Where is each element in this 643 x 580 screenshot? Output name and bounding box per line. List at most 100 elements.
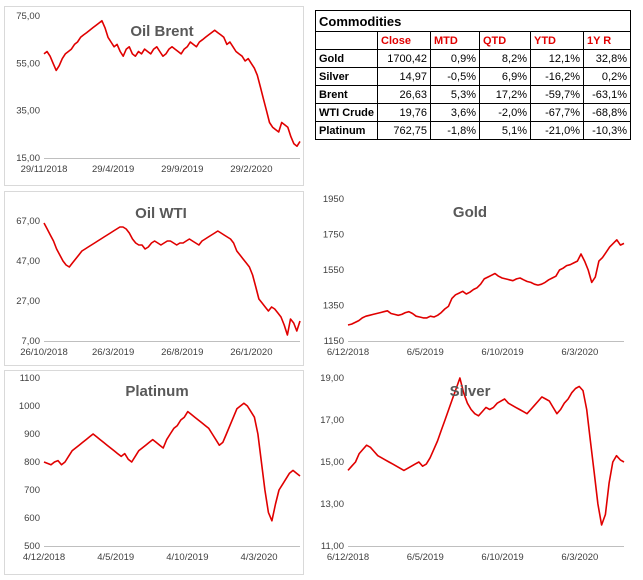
y-tick-label: 15,00 (16, 153, 40, 164)
x-tick-label: 26/3/2019 (92, 347, 134, 358)
y-tick-label: 600 (24, 513, 40, 524)
y-tick-label: 1000 (19, 401, 40, 412)
column-header: 1Y R (583, 31, 631, 50)
row-label: Brent (315, 85, 378, 104)
table-cell: 12,1% (530, 49, 584, 68)
x-tick-label: 26/1/2020 (230, 347, 272, 358)
table-cell: 0,9% (430, 49, 480, 68)
x-tick-label: 26/8/2019 (161, 347, 203, 358)
table-cell: 762,75 (377, 121, 431, 140)
x-tick-label: 6/5/2019 (407, 552, 444, 563)
x-tick-label: 6/12/2018 (327, 552, 369, 563)
y-tick-label: 19,00 (320, 373, 344, 384)
x-tick-label: 26/10/2018 (20, 347, 68, 358)
series-line (43, 222, 301, 336)
y-tick-label: 35,00 (16, 106, 40, 117)
table-cell: -21,0% (530, 121, 584, 140)
x-tick-label: 6/3/2020 (561, 347, 598, 358)
chart-frame (4, 370, 304, 575)
table-row: Silver 14,97 -0,5% 6,9% -16,2% 0,2% (315, 67, 631, 86)
silver-chart: 19,00 17,00 15,00 13,00 11,006/12/2018 6/5/20… (320, 373, 625, 563)
table-cell: 0,2% (583, 67, 631, 86)
y-tick-label: 27,00 (16, 296, 40, 307)
chart-title: Silver (450, 383, 491, 400)
column-header: YTD (530, 31, 584, 50)
y-tick-label: 500 (24, 541, 40, 552)
x-tick-label: 6/3/2020 (561, 552, 598, 563)
table-cell: 17,2% (479, 85, 531, 104)
table-cell: -1,8% (430, 121, 480, 140)
y-tick-label: 1100 (20, 373, 40, 384)
series-line (43, 402, 301, 522)
y-tick-label: 1550 (323, 265, 344, 276)
column-header: MTD (430, 31, 480, 50)
series-line (347, 377, 625, 526)
y-tick-label: 13,00 (320, 499, 344, 510)
table-cell: -67,7% (530, 103, 584, 122)
table-cell: 8,2% (479, 49, 531, 68)
table-cell: 26,63 (377, 85, 431, 104)
y-tick-label: 1750 (323, 230, 344, 241)
table-cell: 6,9% (479, 67, 531, 86)
x-tick-label: 6/10/2019 (481, 347, 523, 358)
table-row: WTI Crude 19,76 3,6% -2,0% -67,7% -68,8% (315, 103, 631, 122)
chart-title: Platinum (125, 383, 188, 400)
table-header-row: Close MTD QTD YTD 1Y R (315, 31, 631, 50)
table-cell: 3,6% (430, 103, 480, 122)
table-cell: 14,97 (377, 67, 431, 86)
y-tick-label: 7,00 (22, 336, 41, 347)
table-row: Platinum 762,75 -1,8% 5,1% -21,0% -10,3% (315, 121, 631, 140)
table-cell: -16,2% (530, 67, 584, 86)
x-tick-label: 6/5/2019 (407, 347, 444, 358)
table-cell: 1700,42 (377, 49, 431, 68)
table-cell: -68,8% (583, 103, 631, 122)
x-tick-label: 29/9/2019 (161, 164, 203, 175)
commodities-table: Commodities Close MTD QTD YTD 1Y R Gold … (315, 10, 631, 140)
chart-title: Oil Brent (130, 23, 193, 40)
row-label: WTI Crude (315, 103, 378, 122)
column-header: Close (377, 31, 431, 50)
header-empty-cell (315, 31, 378, 50)
table-cell: 19,76 (377, 103, 431, 122)
y-tick-label: 900 (24, 429, 40, 440)
table-title-row: Commodities (315, 10, 631, 32)
table-cell: -0,5% (430, 67, 480, 86)
x-tick-label: 4/12/2018 (23, 552, 65, 563)
table-cell: -63,1% (583, 85, 631, 104)
y-tick-label: 1150 (324, 336, 344, 347)
x-tick-label: 4/3/2020 (241, 552, 278, 563)
y-tick-label: 800 (24, 457, 40, 468)
x-tick-label: 4/5/2019 (97, 552, 134, 563)
y-tick-label: 1350 (323, 301, 344, 312)
table-cell: 5,1% (479, 121, 531, 140)
table-row: Brent 26,63 5,3% 17,2% -59,7% -63,1% (315, 85, 631, 104)
chart-title: Oil WTI (135, 205, 187, 222)
chart-title: Gold (453, 204, 487, 221)
row-label: Gold (315, 49, 378, 68)
table-cell: 5,3% (430, 85, 480, 104)
row-label: Platinum (315, 121, 378, 140)
x-tick-label: 29/2/2020 (230, 164, 272, 175)
y-tick-label: 11,00 (321, 541, 344, 552)
x-tick-label: 6/12/2018 (327, 347, 369, 358)
series-line (347, 238, 625, 326)
row-label: Silver (315, 67, 378, 86)
y-tick-label: 75,00 (16, 11, 40, 22)
y-tick-label: 700 (24, 485, 40, 496)
y-tick-label: 47,00 (16, 256, 40, 267)
table-title: Commodities (315, 10, 631, 32)
x-tick-label: 4/10/2019 (166, 552, 208, 563)
table-row: Gold 1700,42 0,9% 8,2% 12,1% 32,8% (315, 49, 631, 68)
chart-frame (4, 6, 304, 186)
y-tick-label: 1950 (323, 194, 344, 205)
y-tick-label: 17,00 (320, 415, 344, 426)
series-line (43, 19, 301, 147)
x-tick-label: 29/11/2018 (21, 164, 68, 175)
y-tick-label: 55,00 (16, 58, 40, 69)
table-cell: -10,3% (583, 121, 631, 140)
table-cell: -2,0% (479, 103, 531, 122)
y-tick-label: 15,00 (320, 457, 344, 468)
